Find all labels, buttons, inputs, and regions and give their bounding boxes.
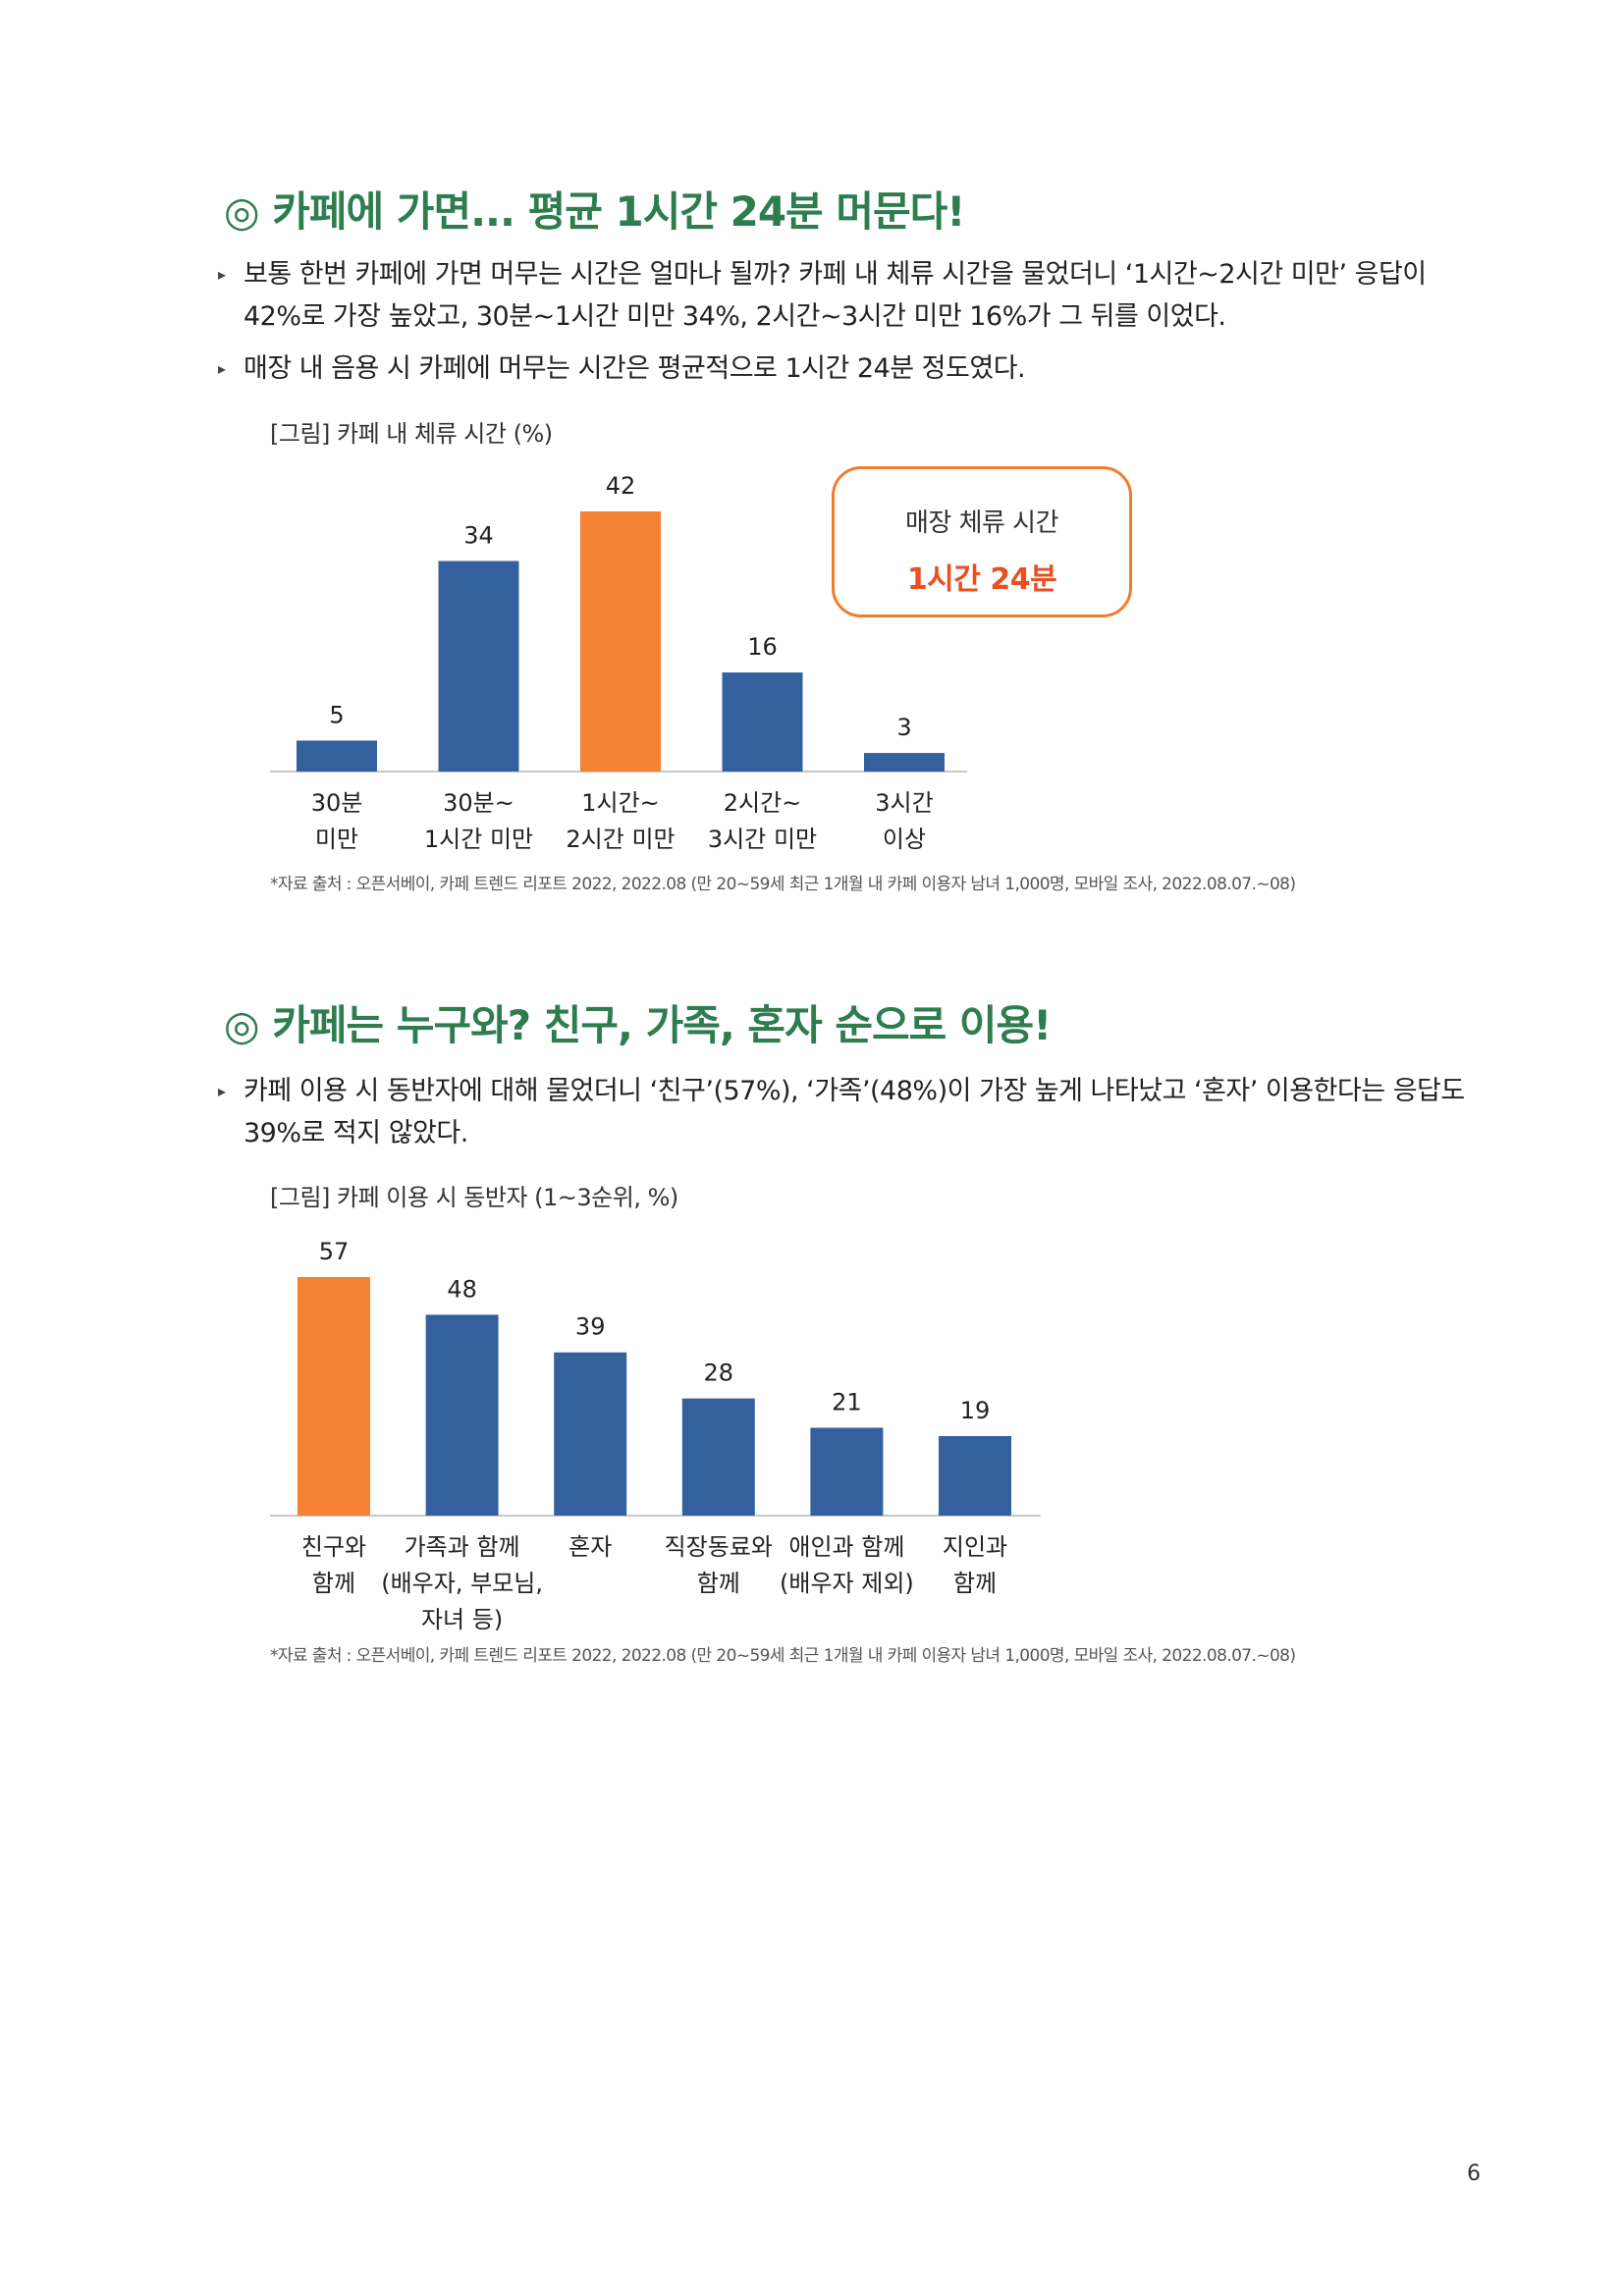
bullet-arrow-icon: ▸ [218, 1082, 226, 1100]
bar [722, 672, 803, 772]
section1-heading: ◎ 카페에 가면... 평균 1시간 24분 머문다! [224, 187, 965, 236]
category-label: 자녀 등) [421, 1606, 503, 1633]
bar [939, 1436, 1011, 1516]
category-label: 3시간 미만 [708, 826, 817, 853]
category-label: 미만 [315, 826, 358, 853]
data-label: 16 [747, 633, 778, 661]
data-label: 57 [319, 1238, 350, 1265]
category-label: 애인과 함께 [788, 1533, 904, 1561]
callout-value: 1시간 24분 [906, 562, 1057, 597]
category-label: (배우자, 부모님, [381, 1570, 543, 1597]
category-label: 함께 [697, 1570, 740, 1597]
category-label: 1시간~ [581, 789, 660, 817]
bar [438, 561, 519, 772]
section2-heading: ◎ 카페는 누구와? 친구, 가족, 혼자 순으로 이용! [224, 1001, 1052, 1049]
category-label: 직장동료와 [665, 1533, 773, 1561]
section1-bullet-2: ▸ 매장 내 음용 시 카페에 머무는 시간은 평균적으로 1시간 24분 정도… [218, 347, 1490, 390]
data-label: 34 [463, 521, 494, 549]
category-label: 혼자 [568, 1533, 612, 1561]
category-label: 1시간 미만 [424, 826, 533, 853]
category-label: 이상 [883, 826, 926, 853]
category-label: 2시간~ [724, 789, 802, 817]
figure2-caption: [그림] 카페 이용 시 동반자 (1~3순위, %) [270, 1184, 678, 1211]
data-label: 5 [329, 701, 344, 728]
category-label: 가족과 함께 [405, 1533, 520, 1561]
data-label: 28 [704, 1360, 734, 1387]
section2-bullet-1: ▸ 카페 이용 시 동반자에 대해 물었더니 ‘친구’(57%), ‘가족’(4… [218, 1070, 1490, 1154]
section1-bullet-1: ▸ 보통 한번 카페에 가면 머무는 시간은 얼마나 될까? 카페 내 체류 시… [218, 253, 1490, 338]
data-label: 3 [896, 714, 911, 741]
category-label: 함께 [953, 1570, 997, 1597]
figure1-source: *자료 출처 : 오픈서베이, 카페 트렌드 리포트 2022, 2022.08… [270, 875, 1296, 894]
category-label: 지인과 [943, 1533, 1007, 1561]
category-label: 2시간 미만 [566, 826, 675, 853]
page-number: 6 [1467, 2162, 1481, 2186]
bar [810, 1427, 884, 1516]
data-label: 48 [447, 1275, 477, 1303]
bar [297, 740, 377, 772]
data-label: 19 [960, 1397, 991, 1424]
bullet-arrow-icon: ▸ [218, 265, 226, 284]
average-stay-callout: 매장 체류 시간 1시간 24분 [832, 466, 1132, 617]
data-label: 39 [575, 1313, 606, 1341]
category-label: 30분 [311, 789, 363, 817]
bar [298, 1277, 370, 1516]
category-label: (배우자 제외) [780, 1570, 914, 1597]
bar [425, 1314, 499, 1516]
category-label: 3시간 [875, 789, 933, 817]
category-label: 친구와 [301, 1533, 366, 1561]
bar [681, 1398, 755, 1516]
bullet-arrow-icon: ▸ [218, 359, 226, 378]
bar [554, 1352, 627, 1516]
category-label: 30분~ [443, 789, 514, 817]
data-label: 42 [606, 472, 636, 500]
bullet-text: 카페 이용 시 동반자에 대해 물었더니 ‘친구’(57%), ‘가족’(48%… [243, 1076, 1465, 1148]
bullet-text: 보통 한번 카페에 가면 머무는 시간은 얼마나 될까? 카페 내 체류 시간을… [243, 259, 1427, 332]
bullet-text: 매장 내 음용 시 카페에 머무는 시간은 평균적으로 1시간 24분 정도였다… [243, 353, 1026, 384]
category-label: 함께 [312, 1570, 355, 1597]
figure1-caption: [그림] 카페 내 체류 시간 (%) [270, 420, 553, 448]
bar [580, 511, 661, 772]
bar [864, 753, 945, 772]
data-label: 21 [832, 1388, 862, 1415]
callout-label: 매장 체류 시간 [904, 508, 1059, 538]
figure2-source: *자료 출처 : 오픈서베이, 카페 트렌드 리포트 2022, 2022.08… [270, 1646, 1296, 1666]
